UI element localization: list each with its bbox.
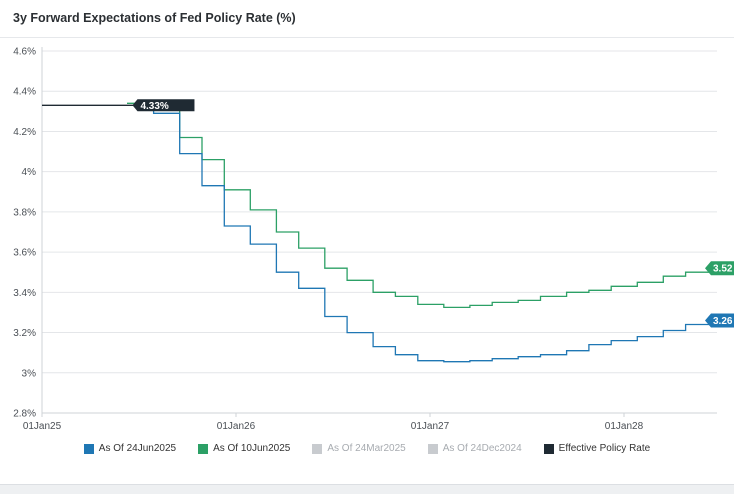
legend-item-24mar2025[interactable]: As Of 24Mar2025: [312, 443, 406, 454]
title-divider: [0, 37, 734, 38]
legend-swatch: [83, 443, 94, 454]
chart-plot: 4.6%4.4%4.2%4%3.8%3.6%3.4%3.2%3%2.8%01Ja…: [13, 47, 734, 432]
end-label-24jun2025-box: [705, 313, 734, 328]
y-tick-label: 3.8%: [13, 207, 36, 218]
x-tick-label: 01Jan27: [411, 421, 450, 432]
effective-rate-callout: 4.33%: [140, 101, 168, 112]
legend-item-10jun2025[interactable]: As Of 10Jun2025: [198, 443, 290, 454]
legend-label: As Of 10Jun2025: [213, 443, 291, 454]
chart-title: 3y Forward Expectations of Fed Policy Ra…: [13, 11, 296, 25]
legend-swatch: [312, 443, 323, 454]
y-tick-label: 3.4%: [13, 288, 36, 299]
legend-swatch: [427, 443, 438, 454]
legend-label: As Of 24Dec2024: [442, 443, 522, 454]
y-tick-label: 4%: [22, 167, 37, 178]
y-tick-label: 4.6%: [13, 47, 36, 58]
legend-label: Effective Policy Rate: [558, 443, 651, 454]
legend-label: As Of 24Jun2025: [98, 443, 177, 454]
y-tick-label: 4.4%: [13, 87, 36, 98]
x-tick-label: 01Jan25: [23, 421, 62, 432]
legend-item-effective-policy-rate[interactable]: Effective Policy Rate: [543, 443, 651, 454]
y-tick-label: 3%: [22, 368, 37, 379]
y-tick-label: 3.2%: [13, 328, 36, 339]
legend-label: As Of 24Mar2025: [327, 443, 406, 454]
y-tick-label: 4.2%: [13, 127, 36, 138]
effective-rate-callout-box: [132, 99, 195, 112]
x-tick-label: 01Jan28: [605, 421, 644, 432]
x-tick-label: 01Jan26: [217, 421, 256, 432]
end-label-24jun2025: 3.26: [713, 316, 733, 327]
y-tick-label: 3.6%: [13, 248, 36, 259]
legend: As Of 24Jun2025 As Of 10Jun2025 As Of 24…: [0, 443, 734, 454]
legend-item-24dec2024[interactable]: As Of 24Dec2024: [427, 443, 522, 454]
y-tick-label: 2.8%: [13, 409, 36, 420]
legend-item-24jun2025[interactable]: As Of 24Jun2025: [83, 443, 177, 454]
end-label-10jun2025-box: [705, 261, 734, 276]
end-label-10jun2025: 3.52: [713, 264, 733, 275]
legend-swatch: [543, 443, 554, 454]
series-line-24jun2025: [134, 104, 718, 363]
legend-swatch: [198, 443, 209, 454]
series-line-10jun2025: [127, 102, 711, 309]
